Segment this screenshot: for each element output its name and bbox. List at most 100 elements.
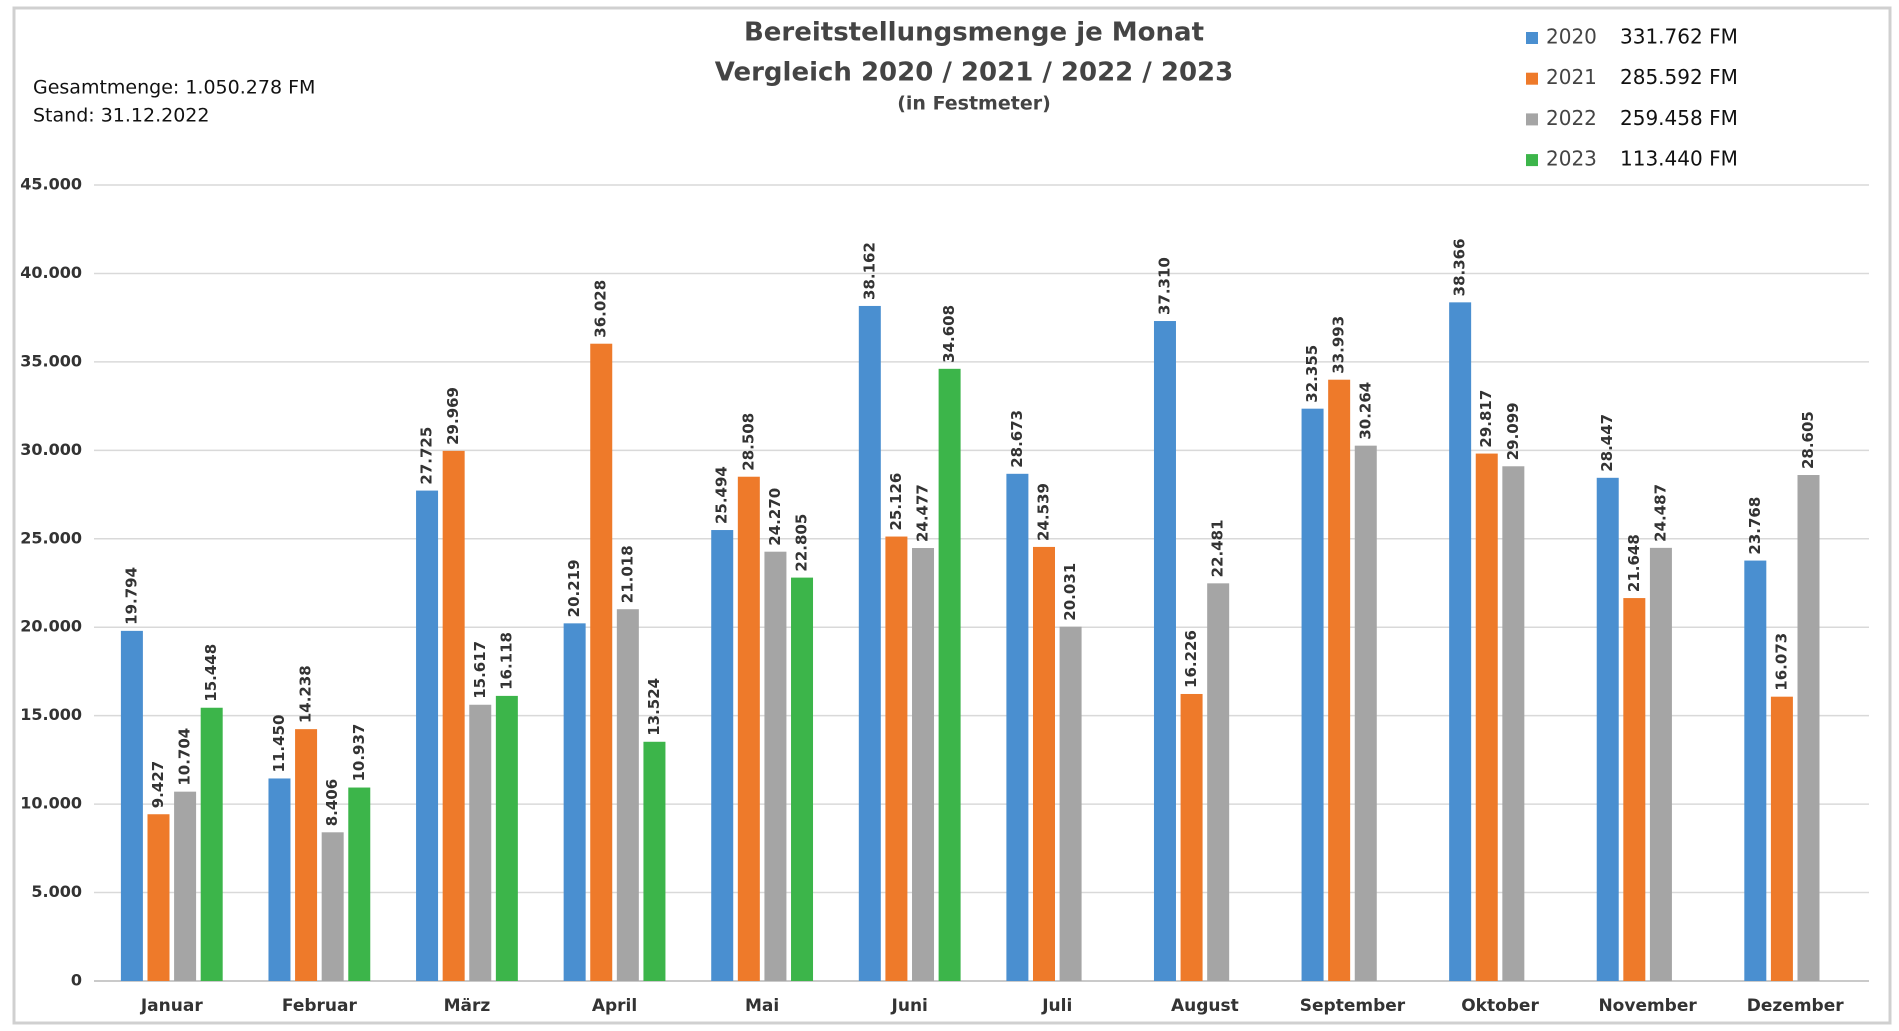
- data-label: 28.508: [739, 413, 757, 471]
- bar: [1770, 696, 1793, 981]
- bar: [1623, 598, 1646, 981]
- bar: [147, 814, 170, 981]
- bar: [200, 707, 223, 981]
- bar: [268, 778, 291, 981]
- legend-label: 2023: [1546, 147, 1597, 171]
- data-label: 11.450: [270, 715, 288, 773]
- y-tick-label: 15.000: [20, 705, 82, 724]
- bar: [1032, 546, 1055, 981]
- data-label: 16.118: [497, 632, 515, 690]
- data-label: 33.993: [1330, 316, 1348, 374]
- y-tick-label: 45.000: [20, 175, 82, 194]
- bar: [321, 832, 344, 981]
- data-label: 38.162: [860, 242, 878, 300]
- chart-subtitle: Vergleich 2020 / 2021 / 2022 / 2023: [715, 58, 1233, 88]
- bar: [563, 623, 586, 981]
- data-label: 14.238: [297, 665, 315, 723]
- data-label: 10.937: [350, 724, 368, 782]
- bar: [469, 704, 492, 981]
- bar: [711, 530, 734, 981]
- legend-label: 2022: [1546, 106, 1597, 130]
- bar: [791, 577, 814, 981]
- data-label: 28.605: [1799, 411, 1817, 469]
- data-label: 10.704: [176, 728, 194, 786]
- data-label: 24.477: [914, 484, 932, 542]
- y-tick-label: 20.000: [20, 617, 82, 636]
- data-label: 24.539: [1034, 483, 1052, 541]
- data-label: 37.310: [1155, 257, 1173, 315]
- x-tick-label: Dezember: [1747, 996, 1844, 1016]
- data-label: 24.487: [1651, 484, 1669, 542]
- y-tick-label: 0: [71, 971, 82, 990]
- y-tick-label: 10.000: [20, 794, 82, 813]
- data-label: 27.725: [418, 427, 436, 485]
- data-label: 30.264: [1356, 382, 1374, 440]
- data-label: 19.794: [122, 567, 140, 625]
- bar: [495, 695, 518, 981]
- x-tick-label: August: [1171, 996, 1239, 1016]
- x-tick-label: März: [444, 996, 491, 1016]
- data-label: 34.608: [940, 305, 958, 363]
- legend-swatch: [1526, 113, 1538, 126]
- bar: [858, 305, 881, 981]
- data-label: 28.447: [1598, 414, 1616, 472]
- legend-total: 259.458 FM: [1620, 106, 1738, 130]
- bar: [1475, 453, 1498, 981]
- x-tick-label: Januar: [140, 996, 203, 1016]
- data-label: 13.524: [645, 678, 663, 736]
- x-tick-label: Oktober: [1461, 996, 1539, 1016]
- bar: [737, 476, 760, 981]
- unit-label: (in Festmeter): [897, 93, 1051, 115]
- bar: [616, 609, 639, 981]
- data-label: 16.073: [1772, 633, 1790, 691]
- bar: [1449, 302, 1472, 981]
- bar: [1180, 693, 1203, 981]
- legend-swatch: [1526, 32, 1538, 44]
- bar: [120, 630, 143, 981]
- data-label: 36.028: [592, 280, 610, 338]
- legend-label: 2021: [1546, 65, 1597, 89]
- legend-total: 285.592 FM: [1620, 65, 1738, 89]
- bar: [590, 343, 613, 981]
- y-tick-label: 35.000: [20, 351, 82, 370]
- bar: [295, 729, 318, 981]
- bar: [1153, 321, 1176, 981]
- bar: [442, 450, 465, 981]
- bar: [348, 787, 371, 981]
- data-label: 21.648: [1625, 534, 1643, 592]
- bar: [764, 551, 787, 981]
- data-label: 8.406: [323, 779, 341, 826]
- legend-total: 331.762 FM: [1620, 25, 1738, 49]
- x-tick-label: Juni: [891, 996, 928, 1016]
- data-label: 29.817: [1477, 390, 1495, 448]
- legend-label: 2020: [1546, 25, 1597, 49]
- data-label: 9.427: [149, 761, 167, 808]
- y-tick-label: 30.000: [20, 440, 82, 459]
- annotation: Stand: 31.12.2022: [33, 105, 209, 127]
- y-tick-label: 40.000: [20, 263, 82, 282]
- legend-swatch: [1526, 154, 1538, 167]
- x-tick-label: November: [1598, 996, 1697, 1016]
- data-label: 23.768: [1746, 497, 1764, 555]
- data-label: 25.126: [887, 473, 905, 531]
- bar: [938, 368, 961, 981]
- bar: [1649, 547, 1672, 981]
- legend-total: 113.440 FM: [1620, 147, 1738, 171]
- bar: [643, 741, 666, 981]
- data-label: 15.617: [471, 641, 489, 699]
- x-tick-label: April: [592, 996, 637, 1016]
- data-label: 24.270: [766, 488, 784, 546]
- bar: [885, 536, 908, 981]
- data-label: 29.099: [1504, 402, 1522, 460]
- data-label: 38.366: [1451, 238, 1469, 296]
- data-label: 22.805: [793, 514, 811, 572]
- data-label: 20.031: [1061, 563, 1079, 621]
- data-label: 21.018: [618, 545, 636, 603]
- data-label: 32.355: [1303, 345, 1321, 403]
- data-label: 15.448: [202, 644, 220, 702]
- bar: [1502, 466, 1525, 982]
- legend-swatch: [1526, 72, 1538, 85]
- data-label: 25.494: [713, 466, 731, 524]
- data-label: 29.969: [444, 387, 462, 445]
